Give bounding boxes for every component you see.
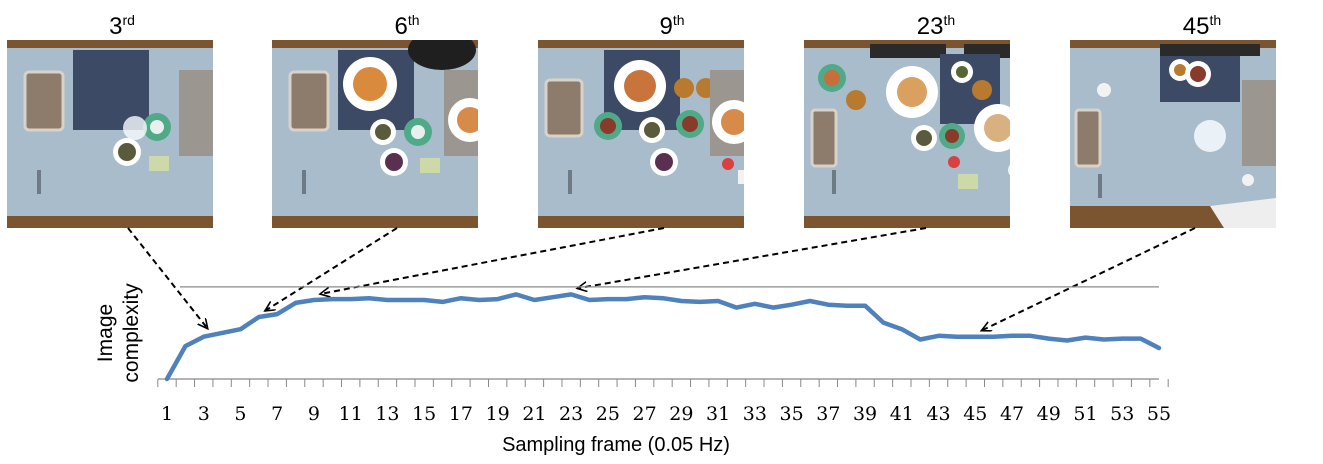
frame-photo-45 (1070, 40, 1276, 228)
arrow-frame-6 (265, 227, 398, 311)
x-tick-label: 43 (926, 403, 950, 425)
x-tick-label: 31 (706, 403, 730, 425)
x-tick-label: 35 (779, 403, 803, 425)
frame-label-45: 45th (1182, 12, 1222, 40)
x-tick-label: 23 (559, 403, 583, 425)
frame-photo-3 (7, 40, 213, 228)
x-tick-label: 3 (198, 403, 210, 425)
arrow-frame-45 (981, 227, 1196, 331)
x-tick-label: 27 (633, 403, 657, 425)
x-tick-label: 17 (449, 403, 473, 425)
x-tick-label: 19 (486, 403, 510, 425)
y-axis-title-line-2: complexity (120, 283, 143, 383)
frame-label-3: 3rd (109, 12, 135, 40)
arrow-frame-3 (127, 227, 208, 329)
x-tick-label: 5 (234, 403, 246, 425)
x-tick-label: 55 (1147, 403, 1171, 425)
x-axis-title: Sampling frame (0.05 Hz) (502, 434, 730, 456)
x-tick-label: 33 (743, 403, 767, 425)
frame-photo-23 (804, 40, 1010, 228)
series-line-image-complexity (164, 292, 1162, 382)
x-tick-label: 1 (161, 403, 173, 425)
x-tick-label: 45 (963, 403, 987, 425)
arrow-frame-9 (320, 227, 665, 294)
x-tick-label: 15 (412, 403, 436, 425)
frame-photo-6 (272, 40, 478, 228)
x-tick-label: 47 (1000, 403, 1024, 425)
x-tick-label: 11 (339, 403, 363, 425)
y-axis-title-line-1: Image (94, 304, 117, 362)
x-tick-label: 53 (1110, 403, 1134, 425)
x-tick-label: 21 (522, 403, 546, 425)
x-tick-label: 25 (596, 403, 620, 425)
x-axis-ticks (157, 379, 1169, 387)
x-tick-label: 49 (1037, 403, 1061, 425)
x-axis-tick-labels: 1 3 5 7 9 11 13 15 17 19 21 23 25 27 29 31 33 35 37 39 41 43 4… (161, 403, 1171, 425)
frame-photo-9 (538, 40, 744, 228)
frame-label-23: 23th (916, 12, 956, 40)
x-tick-label: 29 (669, 403, 693, 425)
frame-label-9: 9th (659, 12, 685, 40)
frame-label-6: 6th (394, 12, 420, 40)
x-tick-label: 51 (1073, 403, 1097, 425)
arrow-frame-23 (577, 227, 927, 288)
x-tick-label: 9 (308, 403, 320, 425)
x-tick-label: 13 (375, 403, 399, 425)
x-tick-label: 39 (853, 403, 877, 425)
x-tick-label: 41 (890, 403, 914, 425)
x-tick-label: 37 (816, 403, 840, 425)
x-tick-label: 7 (271, 403, 283, 425)
frame-arrows (127, 227, 1196, 331)
